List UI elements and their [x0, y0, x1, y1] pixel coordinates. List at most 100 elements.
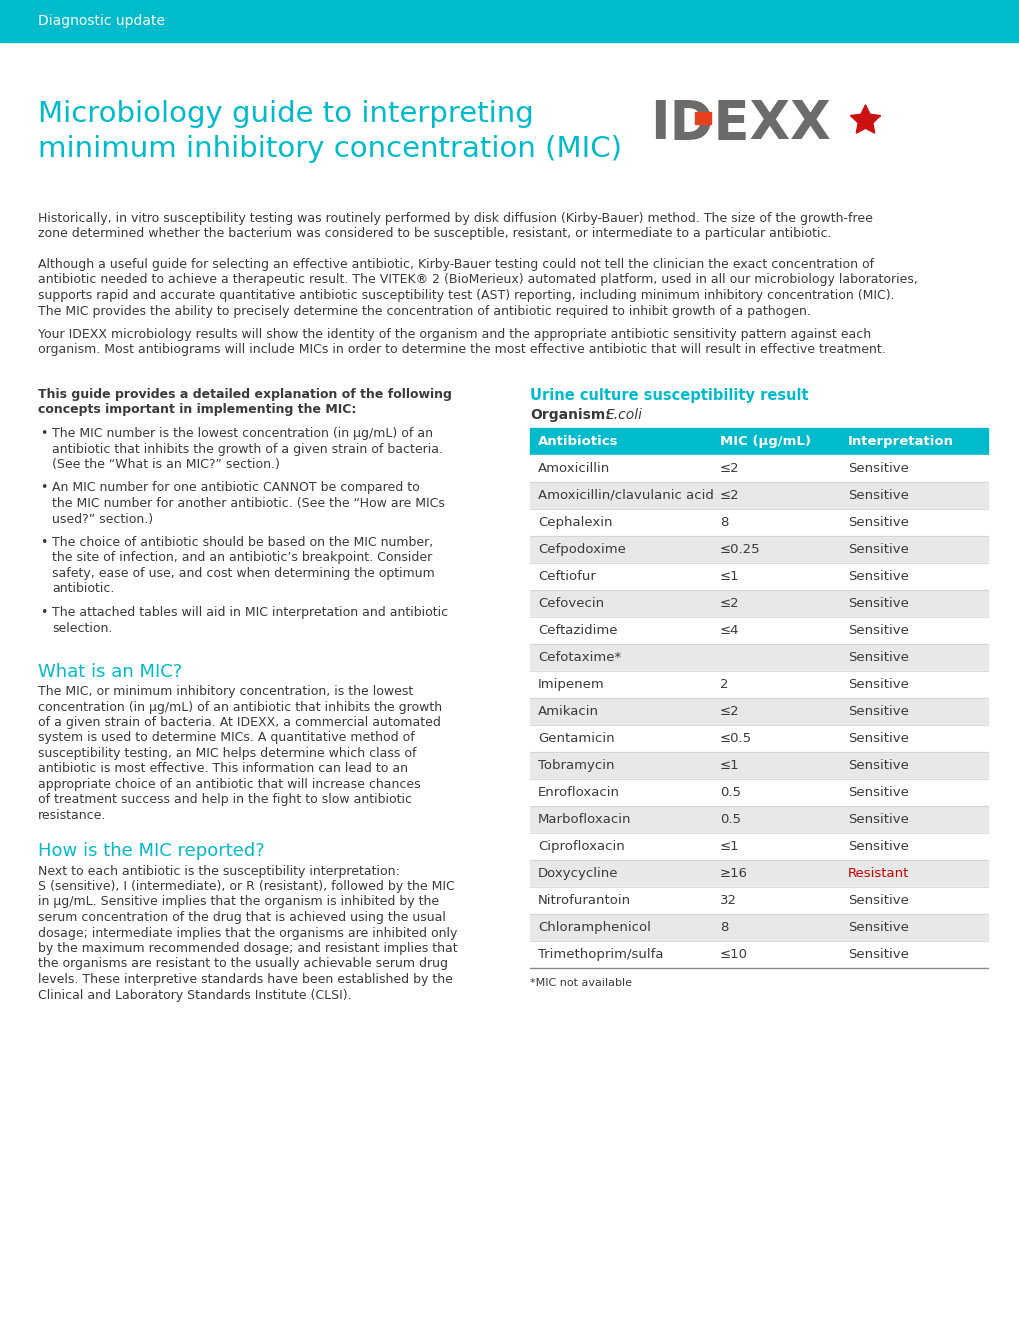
Text: The MIC, or minimum inhibitory concentration, is the lowest: The MIC, or minimum inhibitory concentra…	[38, 685, 413, 698]
Bar	[530, 807, 987, 833]
Text: system is used to determine MICs. A quantitative method of: system is used to determine MICs. A quan…	[38, 731, 415, 744]
Text: Although a useful guide for selecting an effective antibiotic, Kirby-Bauer testi: Although a useful guide for selecting an…	[38, 257, 873, 271]
Text: IDEXX: IDEXX	[649, 98, 829, 150]
Text: Amikacin: Amikacin	[537, 705, 598, 718]
Text: antibiotic.: antibiotic.	[52, 582, 114, 595]
Text: susceptibility testing, an MIC helps determine which class of: susceptibility testing, an MIC helps det…	[38, 747, 416, 760]
Text: Sensitive: Sensitive	[847, 488, 908, 502]
Text: ≤4: ≤4	[719, 624, 739, 638]
Bar	[530, 698, 987, 725]
Text: ≤1: ≤1	[719, 570, 739, 583]
Bar	[530, 536, 987, 564]
Text: Next to each antibiotic is the susceptibility interpretation:: Next to each antibiotic is the susceptib…	[38, 865, 399, 878]
Text: Historically, in vitro susceptibility testing was routinely performed by disk di: Historically, in vitro susceptibility te…	[38, 213, 872, 224]
Text: Sensitive: Sensitive	[847, 894, 908, 907]
Text: Imipenem: Imipenem	[537, 678, 604, 690]
Text: Clinical and Laboratory Standards Institute (CLSI).: Clinical and Laboratory Standards Instit…	[38, 989, 352, 1002]
Bar	[530, 752, 987, 779]
Text: •: •	[40, 482, 47, 495]
Text: the MIC number for another antibiotic. (See the “How are MICs: the MIC number for another antibiotic. (…	[52, 498, 444, 510]
Bar	[694, 112, 710, 124]
Text: safety, ease of use, and cost when determining the optimum: safety, ease of use, and cost when deter…	[52, 568, 434, 579]
Bar	[530, 455, 987, 482]
Text: Sensitive: Sensitive	[847, 948, 908, 961]
Text: the site of infection, and an antibiotic’s breakpoint. Consider: the site of infection, and an antibiotic…	[52, 552, 432, 565]
Bar	[530, 887, 987, 913]
Point	[856, 110, 872, 131]
Text: Sensitive: Sensitive	[847, 921, 908, 935]
Text: Tobramycin: Tobramycin	[537, 759, 613, 772]
Text: The choice of antibiotic should be based on the MIC number,: The choice of antibiotic should be based…	[52, 536, 433, 549]
Text: levels. These interpretive standards have been established by the: levels. These interpretive standards hav…	[38, 973, 452, 986]
Bar	[530, 671, 987, 698]
Text: antibiotic needed to achieve a therapeutic result. The VITEK® 2 (BioMerieux) aut: antibiotic needed to achieve a therapeut…	[38, 273, 917, 286]
Text: serum concentration of the drug that is achieved using the usual: serum concentration of the drug that is …	[38, 911, 445, 924]
Text: of a given strain of bacteria. At IDEXX, a commercial automated: of a given strain of bacteria. At IDEXX,…	[38, 715, 440, 729]
Text: Sensitive: Sensitive	[847, 597, 908, 610]
Text: ≤2: ≤2	[719, 597, 739, 610]
Text: 8: 8	[719, 921, 728, 935]
Text: Sensitive: Sensitive	[847, 624, 908, 638]
Bar	[530, 833, 987, 861]
Bar	[530, 725, 987, 752]
Text: The MIC number is the lowest concentration (in μg/mL) of an: The MIC number is the lowest concentrati…	[52, 426, 433, 440]
Text: 2: 2	[719, 678, 728, 690]
Text: concepts important in implementing the MIC:: concepts important in implementing the M…	[38, 404, 356, 417]
Text: This guide provides a detailed explanation of the following: This guide provides a detailed explanati…	[38, 388, 451, 401]
Text: •: •	[40, 426, 47, 440]
Text: appropriate choice of an antibiotic that will increase chances: appropriate choice of an antibiotic that…	[38, 777, 420, 791]
Text: Sensitive: Sensitive	[847, 785, 908, 799]
Text: of treatment success and help in the fight to slow antibiotic: of treatment success and help in the fig…	[38, 793, 412, 807]
Text: selection.: selection.	[52, 622, 112, 635]
Bar	[530, 564, 987, 590]
Text: What is an MIC?: What is an MIC?	[38, 663, 182, 681]
Text: Ceftiofur: Ceftiofur	[537, 570, 595, 583]
Text: zone determined whether the bacterium was considered to be susceptible, resistan: zone determined whether the bacterium wa…	[38, 227, 830, 240]
Text: Enrofloxacin: Enrofloxacin	[537, 785, 620, 799]
Text: 0.5: 0.5	[719, 785, 740, 799]
Text: Sensitive: Sensitive	[847, 516, 908, 529]
Text: Sensitive: Sensitive	[847, 651, 908, 664]
Text: Cephalexin: Cephalexin	[537, 516, 611, 529]
Bar	[530, 510, 987, 536]
Text: in μg/mL. Sensitive implies that the organism is inhibited by the: in μg/mL. Sensitive implies that the org…	[38, 895, 439, 908]
Text: Amoxicillin: Amoxicillin	[537, 462, 609, 475]
Text: Diagnostic update: Diagnostic update	[38, 15, 165, 28]
Text: •: •	[40, 606, 47, 619]
Text: used?” section.): used?” section.)	[52, 512, 153, 525]
Text: Chloramphenicol: Chloramphenicol	[537, 921, 650, 935]
Text: minimum inhibitory concentration (MIC): minimum inhibitory concentration (MIC)	[38, 135, 622, 162]
Bar	[530, 779, 987, 807]
Text: Trimethoprim/sulfa: Trimethoprim/sulfa	[537, 948, 662, 961]
Text: Cefpodoxime: Cefpodoxime	[537, 543, 626, 556]
Text: ≤1: ≤1	[719, 759, 739, 772]
Text: 0.5: 0.5	[719, 813, 740, 826]
Bar	[0, 0, 1019, 42]
Bar	[530, 913, 987, 941]
Text: dosage; intermediate implies that the organisms are inhibited only: dosage; intermediate implies that the or…	[38, 927, 457, 940]
Text: organism. Most antibiograms will include MICs in order to determine the most eff: organism. Most antibiograms will include…	[38, 343, 884, 356]
Text: Ceftazidime: Ceftazidime	[537, 624, 616, 638]
Text: Doxycycline: Doxycycline	[537, 867, 618, 880]
Text: MIC (μg/mL): MIC (μg/mL)	[719, 436, 810, 447]
Text: supports rapid and accurate quantitative antibiotic susceptibility test (AST) re: supports rapid and accurate quantitative…	[38, 289, 894, 302]
Bar	[530, 482, 987, 510]
Text: Interpretation: Interpretation	[847, 436, 953, 447]
Bar	[530, 941, 987, 968]
Text: Sensitive: Sensitive	[847, 733, 908, 744]
Text: ≤0.25: ≤0.25	[719, 543, 760, 556]
Text: Cefovecin: Cefovecin	[537, 597, 603, 610]
Text: Sensitive: Sensitive	[847, 759, 908, 772]
Text: Urine culture susceptibility result: Urine culture susceptibility result	[530, 388, 808, 403]
Text: An MIC number for one antibiotic CANNOT be compared to: An MIC number for one antibiotic CANNOT …	[52, 482, 420, 495]
Bar	[530, 428, 987, 455]
Text: Ciprofloxacin: Ciprofloxacin	[537, 840, 624, 853]
Bar	[530, 861, 987, 887]
Text: Sensitive: Sensitive	[847, 570, 908, 583]
Text: Sensitive: Sensitive	[847, 705, 908, 718]
Text: Nitrofurantoin: Nitrofurantoin	[537, 894, 631, 907]
Text: The MIC provides the ability to precisely determine the concentration of antibio: The MIC provides the ability to precisel…	[38, 305, 810, 318]
Text: ≤2: ≤2	[719, 462, 739, 475]
Text: The attached tables will aid in MIC interpretation and antibiotic: The attached tables will aid in MIC inte…	[52, 606, 447, 619]
Text: by the maximum recommended dosage; and resistant implies that: by the maximum recommended dosage; and r…	[38, 942, 458, 954]
